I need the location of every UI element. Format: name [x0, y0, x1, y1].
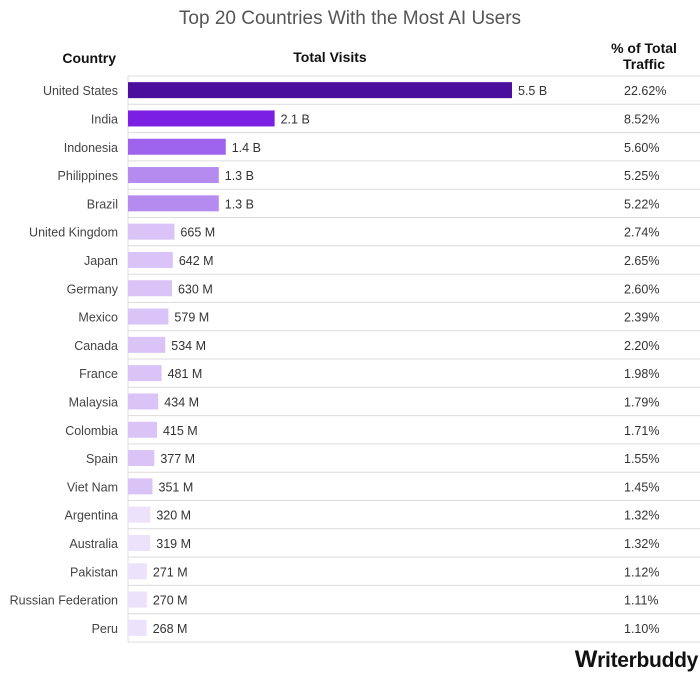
column-header-total-visits: Total Visits	[293, 49, 367, 65]
share-label: 8.52%	[624, 112, 659, 126]
value-label: 665 M	[180, 226, 215, 240]
share-label: 22.62%	[624, 84, 666, 98]
category-label: Malaysia	[69, 395, 118, 409]
category-label: Brazil	[87, 197, 118, 211]
writerbuddy-logo: Writerbuddy	[574, 646, 699, 673]
value-label: 271 M	[153, 565, 188, 579]
category-label: United Kingdom	[29, 226, 118, 240]
value-label: 1.3 B	[225, 169, 254, 183]
bar	[128, 591, 147, 608]
share-label: 1.45%	[624, 480, 659, 494]
bar	[128, 563, 147, 580]
value-label: 320 M	[156, 509, 191, 523]
category-label: Pakistan	[70, 565, 118, 579]
bar	[128, 506, 151, 523]
share-label: 5.60%	[624, 141, 659, 155]
share-label: 1.71%	[624, 424, 659, 438]
category-label: Canada	[74, 339, 118, 353]
category-label: Argentina	[64, 509, 118, 523]
bar	[128, 393, 159, 410]
value-label: 5.5 B	[518, 84, 547, 98]
bar	[128, 138, 226, 155]
share-label: 2.74%	[624, 226, 659, 240]
bar	[128, 336, 166, 353]
bar	[128, 280, 172, 297]
share-label: 1.79%	[624, 395, 659, 409]
share-label: 1.98%	[624, 367, 659, 381]
category-label: Germany	[67, 282, 119, 296]
category-label: Spain	[86, 452, 118, 466]
value-label: 415 M	[163, 424, 198, 438]
value-label: 534 M	[171, 339, 206, 353]
share-label: 2.60%	[624, 282, 659, 296]
share-label: 5.22%	[624, 197, 659, 211]
column-header-share: % of Total Traffic	[611, 40, 677, 72]
bar	[128, 450, 155, 467]
bar	[128, 251, 173, 268]
value-label: 1.3 B	[225, 197, 254, 211]
value-label: 481 M	[168, 367, 203, 381]
category-label: Australia	[69, 537, 118, 551]
category-label: Viet Nam	[67, 480, 118, 494]
category-label: Peru	[92, 622, 118, 636]
column-header-country: Country	[62, 50, 116, 66]
share-label: 1.55%	[624, 452, 659, 466]
category-label: Mexico	[78, 311, 118, 325]
category-label: India	[91, 112, 118, 126]
bar	[128, 110, 275, 127]
chart-title: Top 20 Countries With the Most AI Users	[178, 8, 522, 29]
category-label: Indonesia	[64, 141, 118, 155]
share-label: 5.25%	[624, 169, 659, 183]
share-label: 1.12%	[624, 565, 659, 579]
bar	[128, 195, 219, 212]
bar	[128, 478, 153, 495]
value-label: 268 M	[153, 622, 188, 636]
share-label: 1.10%	[624, 622, 659, 636]
value-label: 351 M	[159, 480, 194, 494]
value-label: 377 M	[160, 452, 195, 466]
category-label: Japan	[84, 254, 118, 268]
category-label: France	[79, 367, 118, 381]
value-label: 270 M	[153, 594, 188, 608]
category-label: United States	[43, 84, 118, 98]
bar	[128, 223, 175, 240]
value-label: 642 M	[179, 254, 214, 268]
category-label: Russian Federation	[10, 594, 118, 608]
share-label: 2.39%	[624, 311, 659, 325]
share-label: 1.32%	[624, 509, 659, 523]
share-label: 2.65%	[624, 254, 659, 268]
value-label: 1.4 B	[232, 141, 261, 155]
share-label: 1.11%	[624, 594, 659, 608]
bar	[128, 421, 157, 438]
value-label: 2.1 B	[281, 112, 310, 126]
bar	[128, 619, 147, 636]
value-label: 434 M	[164, 395, 199, 409]
share-label: 2.20%	[624, 339, 659, 353]
bar	[128, 167, 219, 184]
bar	[128, 82, 512, 99]
value-label: 630 M	[178, 282, 213, 296]
category-label: Philippines	[58, 169, 118, 183]
bar	[128, 308, 169, 325]
value-label: 579 M	[174, 311, 209, 325]
share-label: 1.32%	[624, 537, 659, 551]
category-label: Colombia	[65, 424, 118, 438]
bar	[128, 534, 151, 551]
bar	[128, 365, 162, 382]
value-label: 319 M	[156, 537, 191, 551]
